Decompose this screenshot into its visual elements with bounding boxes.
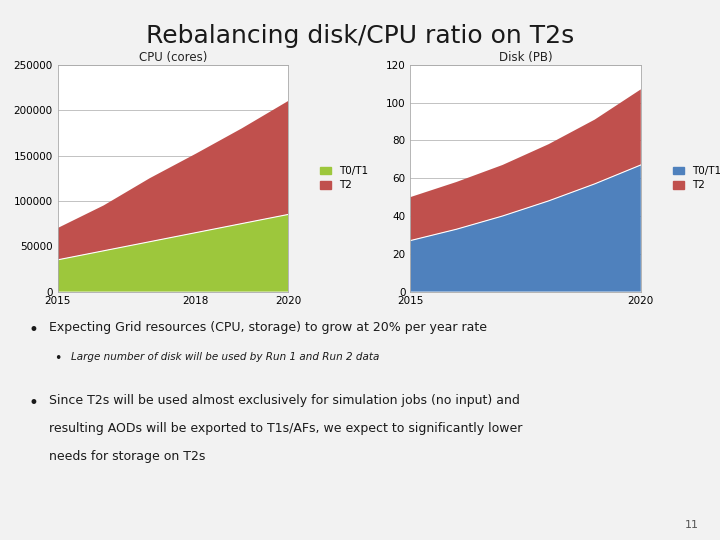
Text: Since T2s will be used almost exclusively for simulation jobs (no input) and: Since T2s will be used almost exclusivel… bbox=[49, 394, 520, 407]
Text: •: • bbox=[54, 352, 61, 365]
Text: 11: 11 bbox=[685, 520, 698, 530]
Text: •: • bbox=[29, 321, 39, 339]
Text: •: • bbox=[29, 394, 39, 411]
Text: resulting AODs will be exported to T1s/AFs, we expect to significantly lower: resulting AODs will be exported to T1s/A… bbox=[49, 422, 522, 435]
Text: needs for storage on T2s: needs for storage on T2s bbox=[49, 450, 205, 463]
Text: Rebalancing disk/CPU ratio on T2s: Rebalancing disk/CPU ratio on T2s bbox=[146, 24, 574, 48]
Legend: T0/T1, T2: T0/T1, T2 bbox=[318, 164, 370, 192]
Text: Large number of disk will be used by Run 1 and Run 2 data: Large number of disk will be used by Run… bbox=[71, 352, 379, 362]
Legend: T0/T1, T2: T0/T1, T2 bbox=[671, 164, 720, 192]
Text: Expecting Grid resources (CPU, storage) to grow at 20% per year rate: Expecting Grid resources (CPU, storage) … bbox=[49, 321, 487, 334]
Title: Disk (PB): Disk (PB) bbox=[499, 51, 552, 64]
Title: CPU (cores): CPU (cores) bbox=[139, 51, 207, 64]
